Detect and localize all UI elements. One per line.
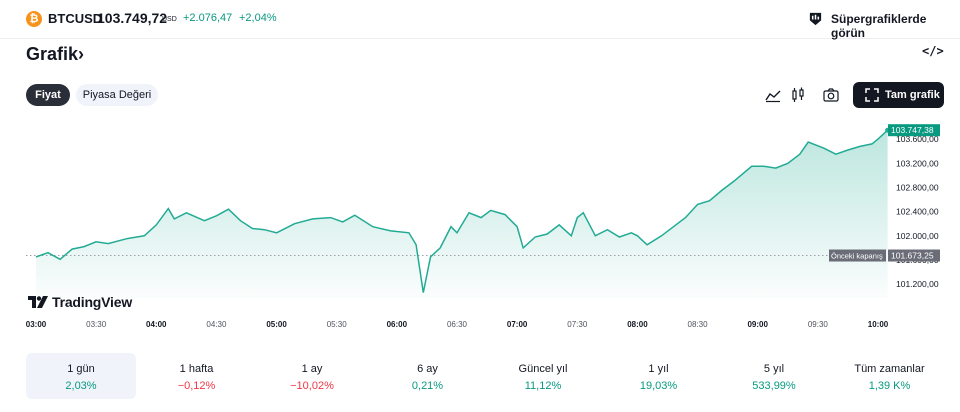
period-change: 11,12%: [524, 380, 562, 392]
period-label: 6 ay: [417, 363, 438, 375]
performance-periods: 1 gün 2,03% 1 hafta −0,12% 1 ay −10,02% 6 ay 0,…: [26, 353, 944, 399]
x-tick-label: 08:00: [627, 320, 648, 329]
tab-market-cap[interactable]: Piyasa Değeri: [76, 84, 158, 106]
previous-close-value: 101.673,25: [891, 251, 934, 261]
previous-close-tag: Önceki kapanış 101.673,25: [829, 249, 940, 262]
symbol[interactable]: BTCUSD: [48, 11, 103, 26]
period-change: 533,99%: [752, 380, 796, 392]
candles-icon[interactable]: [789, 86, 807, 104]
period-change: −10,02%: [290, 380, 334, 392]
period-label: 5 yıl: [763, 363, 785, 375]
y-tick-label: 102.000,00: [896, 231, 939, 241]
x-tick-label: 09:30: [808, 320, 829, 329]
last-price-tag: 103.747,38: [888, 124, 940, 137]
period-change: −0,12%: [177, 380, 216, 392]
camera-icon[interactable]: [822, 86, 840, 104]
y-tick-label: 102.400,00: [896, 207, 939, 217]
x-tick-label: 06:30: [447, 320, 468, 329]
symbol-bar: ₿ BTCUSD 103.749,72 USD +2.076,47 +2,04%…: [0, 0, 960, 40]
x-tick-label: 04:30: [206, 320, 227, 329]
chevron-right-icon[interactable]: ›: [78, 44, 84, 64]
period-2[interactable]: 1 ay −10,02%: [257, 353, 367, 399]
supercharts-link[interactable]: Süpergrafiklerde görün: [831, 12, 927, 40]
x-tick-label: 05:00: [266, 320, 287, 329]
page-title[interactable]: Grafik: [26, 44, 79, 64]
x-tick-label: 09:00: [747, 320, 768, 329]
price: 103.749,72: [97, 10, 168, 26]
previous-close-text: Önceki kapanış: [831, 252, 883, 261]
period-label: 1 hafta: [179, 363, 214, 375]
full-chart-label: Tam grafik: [885, 89, 940, 101]
bitcoin-icon: ₿: [26, 11, 42, 27]
last-price-value: 103.747,38: [891, 125, 934, 135]
period-change: 1,39 K%: [868, 380, 911, 392]
period-label: Güncel yıl: [518, 363, 568, 375]
x-tick-label: 07:30: [567, 320, 588, 329]
x-tick-label: 03:00: [26, 320, 47, 329]
price-area-fill: [36, 130, 888, 298]
y-tick-label: 102.800,00: [896, 182, 939, 192]
price-line: [35, 129, 889, 293]
period-3[interactable]: 6 ay 0,21%: [373, 353, 483, 399]
full-chart-button[interactable]: Tam grafik: [853, 82, 944, 108]
period-1[interactable]: 1 hafta −0,12%: [142, 353, 252, 399]
x-tick-label: 05:30: [327, 320, 348, 329]
period-label: Tüm zamanlar: [854, 363, 925, 375]
x-tick-label: 03:30: [86, 320, 107, 329]
tab-price[interactable]: Fiyat: [26, 84, 70, 106]
y-tick-label: 101.200,00: [896, 279, 939, 289]
period-7[interactable]: Tüm zamanlar 1,39 K%: [835, 353, 945, 399]
period-5[interactable]: 1 yıl 19,03%: [604, 353, 714, 399]
y-tick-label: 103.600,00: [896, 134, 939, 144]
y-tick-label: 103.200,00: [896, 158, 939, 168]
period-label: 1 gün: [67, 363, 95, 375]
price-change: +2.076,47: [183, 12, 233, 24]
period-change: 19,03%: [639, 380, 678, 392]
period-change: 2,03%: [65, 380, 97, 392]
x-tick-label: 10:00: [868, 320, 889, 329]
x-tick-label: 08:30: [688, 320, 709, 329]
fullscreen-icon: [865, 88, 879, 102]
period-label: 1 yıl: [648, 363, 669, 375]
price-change-percent: +2,04%: [239, 12, 277, 24]
period-change: 0,21%: [411, 380, 444, 392]
supercharts-icon[interactable]: [808, 11, 823, 26]
embed-code-icon[interactable]: </>: [922, 44, 944, 58]
x-tick-label: 04:00: [146, 320, 167, 329]
currency: USD: [162, 16, 177, 23]
x-tick-label: 06:00: [387, 320, 408, 329]
period-label: 1 ay: [301, 363, 323, 375]
price-chart[interactable]: 101.200,00101.600,00102.000,00102.400,00…: [0, 118, 960, 338]
period-4[interactable]: Güncel yıl 11,12%: [488, 353, 598, 399]
period-0[interactable]: 1 gün 2,03%: [26, 353, 136, 399]
tradingview-logo-icon[interactable]: [27, 294, 49, 310]
period-6[interactable]: 5 yıl 533,99%: [719, 353, 829, 399]
x-tick-label: 07:00: [507, 320, 528, 329]
tradingview-logo-text[interactable]: TradingView: [52, 294, 133, 310]
area-chart-icon[interactable]: [764, 86, 782, 104]
